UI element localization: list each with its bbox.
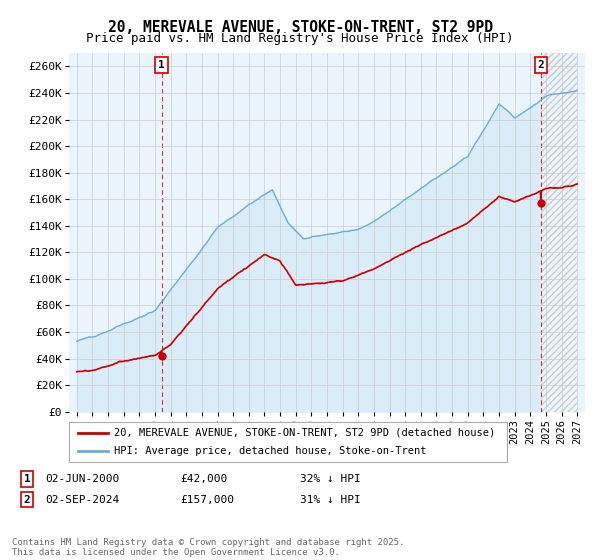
Text: 20, MEREVALE AVENUE, STOKE-ON-TRENT, ST2 9PD: 20, MEREVALE AVENUE, STOKE-ON-TRENT, ST2… — [107, 20, 493, 35]
Text: 2: 2 — [23, 494, 31, 505]
Text: 1: 1 — [23, 474, 31, 484]
Text: 20, MEREVALE AVENUE, STOKE-ON-TRENT, ST2 9PD (detached house): 20, MEREVALE AVENUE, STOKE-ON-TRENT, ST2… — [114, 428, 495, 438]
Text: £42,000: £42,000 — [180, 474, 227, 484]
Text: Price paid vs. HM Land Registry's House Price Index (HPI): Price paid vs. HM Land Registry's House … — [86, 32, 514, 45]
Text: 32% ↓ HPI: 32% ↓ HPI — [300, 474, 361, 484]
Text: 02-SEP-2024: 02-SEP-2024 — [45, 494, 119, 505]
Text: Contains HM Land Registry data © Crown copyright and database right 2025.
This d: Contains HM Land Registry data © Crown c… — [12, 538, 404, 557]
Text: 31% ↓ HPI: 31% ↓ HPI — [300, 494, 361, 505]
Text: £157,000: £157,000 — [180, 494, 234, 505]
Text: 02-JUN-2000: 02-JUN-2000 — [45, 474, 119, 484]
Text: HPI: Average price, detached house, Stoke-on-Trent: HPI: Average price, detached house, Stok… — [114, 446, 427, 456]
Text: 1: 1 — [158, 60, 165, 70]
Text: 2: 2 — [538, 60, 544, 70]
